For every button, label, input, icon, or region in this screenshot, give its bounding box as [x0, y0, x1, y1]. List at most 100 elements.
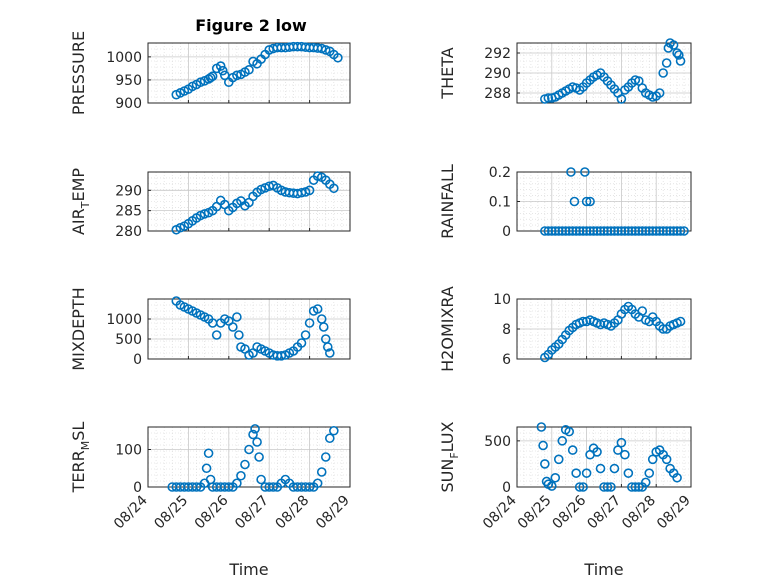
data-point	[329, 183, 339, 194]
data-point	[637, 306, 648, 316]
data-series	[167, 424, 339, 492]
data-point	[232, 70, 242, 81]
y-tick-label: 1000	[106, 50, 142, 66]
subplot-pressure: 900 950 1000 PRESSURE	[69, 31, 351, 115]
data-point	[578, 316, 588, 327]
data-point	[602, 226, 613, 236]
data-point	[256, 474, 266, 485]
y-axis-label: AIRTEMP	[69, 168, 92, 235]
subplot-air-temp: 280 285 290 AIRTEMP	[69, 168, 351, 240]
subplot-h2omixra: 6 8 10 H2OMIXRA	[438, 286, 692, 372]
data-point	[627, 482, 637, 492]
data-point	[630, 226, 641, 236]
data-point	[540, 226, 550, 236]
data-point	[236, 470, 246, 481]
data-point	[244, 64, 254, 75]
data-point	[312, 171, 323, 181]
y-tick-label: 0	[133, 480, 142, 496]
data-series	[540, 38, 686, 104]
data-point	[550, 226, 561, 236]
data-point	[304, 482, 315, 492]
data-point	[550, 472, 561, 483]
data-point	[304, 318, 315, 328]
data-point	[654, 226, 665, 236]
data-point	[609, 463, 620, 474]
data-point	[616, 94, 627, 104]
data-point	[205, 72, 216, 83]
data-point	[276, 350, 287, 361]
y-tick-label: 0	[502, 480, 511, 496]
data-point	[627, 226, 637, 236]
data-point	[581, 468, 592, 478]
data-series	[171, 296, 335, 361]
data-point	[571, 226, 581, 236]
data-point	[585, 196, 595, 207]
data-point	[224, 482, 234, 492]
data-point	[658, 226, 668, 236]
axes-box	[147, 171, 351, 232]
data-point	[623, 468, 634, 478]
y-tick-label: 290	[484, 66, 511, 82]
data-point	[300, 330, 311, 340]
data-point	[637, 226, 648, 236]
data-point	[580, 167, 590, 177]
data-point	[215, 61, 226, 71]
data-point	[633, 226, 644, 236]
data-point	[250, 424, 260, 434]
data-point	[585, 226, 595, 236]
y-axis-label: SUNFLUX	[438, 421, 461, 492]
data-point	[333, 52, 343, 63]
data-point	[630, 482, 641, 492]
data-point	[571, 468, 581, 478]
data-point	[228, 322, 238, 332]
data-point	[595, 226, 606, 236]
data-point	[320, 45, 331, 55]
y-tick-label: 285	[115, 204, 142, 220]
y-tick-label: 100	[115, 443, 142, 459]
y-tick-label: 280	[115, 224, 142, 240]
data-point	[312, 478, 323, 489]
data-point	[195, 77, 206, 88]
data-point	[644, 468, 655, 478]
data-point	[606, 482, 616, 492]
data-point	[203, 448, 214, 459]
data-point	[620, 226, 630, 236]
data-point	[254, 452, 264, 462]
data-point	[234, 330, 244, 340]
data-point	[543, 93, 554, 103]
axes-box	[516, 42, 692, 104]
data-series	[171, 41, 343, 100]
y-tick-label: 1000	[106, 312, 142, 328]
y-tick-label: 6	[502, 352, 511, 368]
data-point	[578, 226, 588, 236]
data-point	[663, 43, 674, 53]
data-point	[560, 226, 571, 236]
axes-box	[147, 426, 351, 488]
data-point	[318, 322, 329, 332]
data-point	[633, 482, 644, 492]
data-point	[268, 482, 279, 492]
data-point	[557, 436, 568, 446]
axes-box	[147, 42, 351, 104]
data-point	[581, 196, 592, 207]
data-point	[199, 209, 210, 219]
data-point	[329, 425, 339, 436]
data-point	[191, 482, 202, 492]
data-point	[647, 454, 658, 465]
data-point	[316, 43, 327, 54]
data-point	[672, 48, 682, 58]
data-point	[538, 440, 548, 451]
y-axis-label: H2OMIXRA	[438, 286, 457, 372]
data-point	[217, 65, 228, 76]
y-axis-label: RAINFALL	[438, 164, 457, 239]
data-point	[599, 482, 609, 492]
data-point	[592, 447, 602, 457]
data-point	[588, 226, 599, 236]
data-point	[553, 454, 564, 465]
data-point	[620, 449, 630, 460]
data-point	[595, 463, 606, 474]
data-point	[564, 426, 575, 437]
data-point	[564, 226, 575, 236]
